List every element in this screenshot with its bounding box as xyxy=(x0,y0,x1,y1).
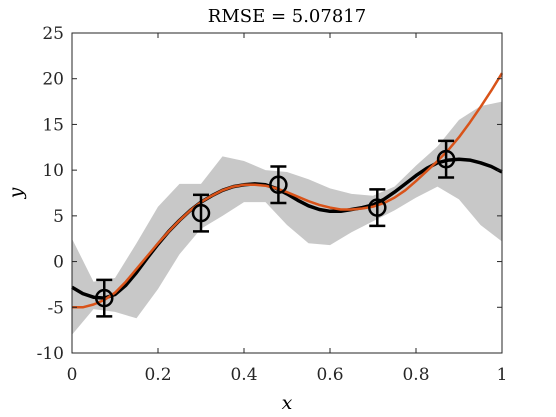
confidence-band xyxy=(72,101,502,335)
x-tick-label: 0.4 xyxy=(230,365,257,385)
y-tick-label: 25 xyxy=(42,24,64,44)
x-axis-label: x xyxy=(282,392,293,414)
observation-point xyxy=(95,278,114,318)
y-tick-label: 10 xyxy=(42,161,64,181)
y-tick-label: 15 xyxy=(42,115,64,135)
axis-ticks: 0 0.2 0.4 0.6 0.8 1 -10 -5 0 5 10 15 20 25 xyxy=(37,24,508,385)
observation-marker xyxy=(368,198,387,217)
x-tick-label: 1 xyxy=(497,365,508,385)
x-tick-label: 0.2 xyxy=(144,365,171,385)
x-tick-label: 0.6 xyxy=(316,365,343,385)
y-tick-label: -5 xyxy=(47,298,64,318)
observation-point xyxy=(436,139,456,179)
y-tick-label: -10 xyxy=(37,344,64,364)
y-tick-label: 5 xyxy=(53,207,64,227)
observation-marker xyxy=(436,149,456,169)
observation-marker xyxy=(95,288,114,308)
y-tick-label: 0 xyxy=(53,253,64,273)
plot-area xyxy=(71,72,504,335)
observation-marker xyxy=(269,175,288,195)
y-tick-label: 20 xyxy=(42,70,64,90)
observation-point xyxy=(191,193,211,233)
y-axis-label: y xyxy=(5,187,27,199)
true-function-line xyxy=(72,72,504,309)
observation-point xyxy=(368,188,387,228)
x-tick-label: 0 xyxy=(67,365,78,385)
chart-title: RMSE = 5.07817 xyxy=(208,6,366,27)
axes-box xyxy=(71,32,503,354)
observation-point xyxy=(269,165,288,205)
observation-marker xyxy=(191,203,211,223)
x-tick-label: 0.8 xyxy=(402,365,429,385)
